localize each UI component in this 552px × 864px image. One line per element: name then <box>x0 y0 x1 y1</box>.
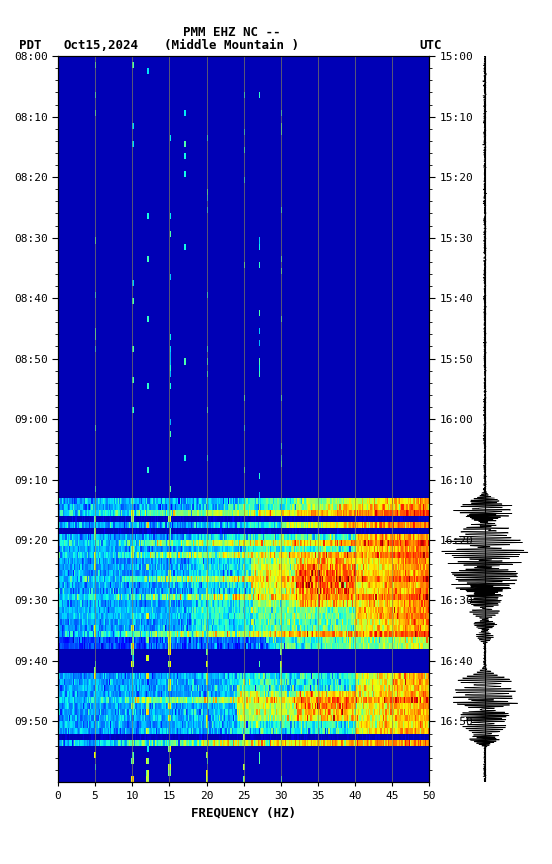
Text: PMM EHZ NC --: PMM EHZ NC -- <box>183 26 280 39</box>
X-axis label: FREQUENCY (HZ): FREQUENCY (HZ) <box>191 806 296 819</box>
Text: PDT: PDT <box>19 39 42 52</box>
Text: Oct15,2024: Oct15,2024 <box>63 39 139 52</box>
Text: (Middle Mountain ): (Middle Mountain ) <box>164 39 299 52</box>
Text: UTC: UTC <box>420 39 442 52</box>
